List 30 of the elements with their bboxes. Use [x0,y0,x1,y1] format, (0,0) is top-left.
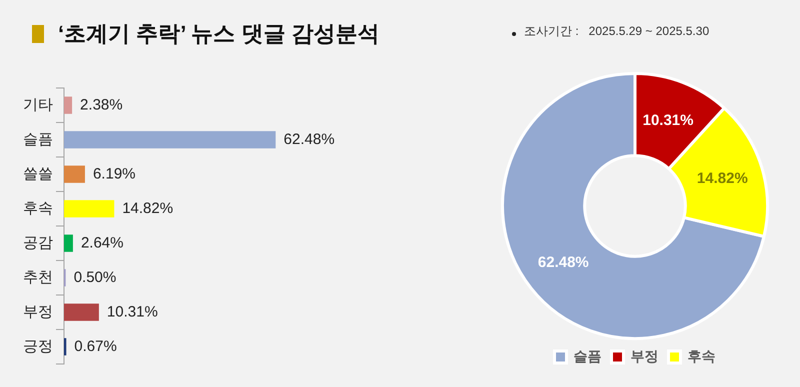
data-label: 62.48% [284,130,335,148]
y-tick-label: 기타 [23,96,53,114]
bar [64,234,73,252]
data-label: 2.64% [80,234,124,252]
data-label: 6.19% [92,165,136,182]
legend-label: 슬픔 [574,348,602,364]
y-tick-label: 쓸쓸 [23,165,53,182]
bar [64,96,72,114]
data-label: 2.38% [80,96,123,114]
legend-label: 후속 [688,348,716,364]
chart-title: ‘초계기 추락’ 뉴스 댓글 감성분석 [58,20,380,48]
y-tick-label: 부정 [23,303,53,320]
legend-label: 부정 [630,348,658,364]
y-tick-label: 추천 [23,268,53,286]
data-label: 14.82% [696,170,748,188]
y-tick-label: 후속 [23,200,53,217]
y-tick-label: 긍정 [23,338,53,355]
y-tick-label: 슬픔 [23,130,53,148]
data-label: 14.82% [122,200,174,217]
data-label: 10.31% [642,112,694,129]
data-label: 0.67% [74,338,117,355]
text: 조사기간 : 2025.5.29 ~ 2025.5.30 [524,23,710,40]
data-label: 62.48% [538,254,589,271]
data-label: 10.31% [106,303,158,320]
bar [64,304,99,321]
bar [64,200,114,218]
bar [64,166,85,183]
y-tick-label: 공감 [23,234,53,252]
data-label: 0.50% [74,268,116,286]
bar [64,131,276,148]
